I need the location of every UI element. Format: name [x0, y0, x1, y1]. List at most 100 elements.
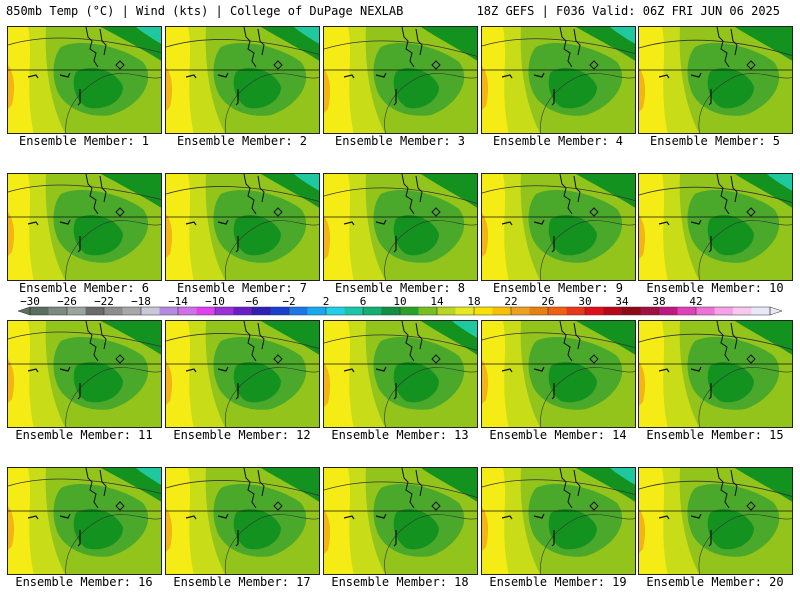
colorbar-swatch — [252, 307, 271, 315]
temperature-map — [639, 174, 792, 280]
colorbar-swatch — [363, 307, 382, 315]
colorbar-swatch — [159, 307, 179, 315]
colorbar-tick-label: 26 — [541, 296, 554, 308]
colorbar-swatch — [196, 307, 216, 315]
temperature-map — [324, 27, 477, 133]
colorbar-swatch — [289, 307, 308, 315]
colorbar-swatch — [270, 307, 290, 315]
colorbar-swatch — [104, 307, 123, 315]
ensemble-member-label: Ensemble Member: 12 — [173, 428, 311, 442]
colorbar-swatch — [400, 307, 419, 315]
temperature-map — [8, 321, 161, 427]
map-title: 850mb Temp (°C) | Wind (kts) | College o… — [6, 4, 404, 18]
colorbar-tick-label: 14 — [430, 296, 444, 308]
ensemble-member-label: Ensemble Member: 11 — [15, 428, 153, 442]
ensemble-member-label: Ensemble Member: 9 — [492, 281, 624, 295]
ensemble-member-label: Ensemble Member: 2 — [176, 134, 308, 148]
temperature-map — [324, 321, 477, 427]
ensemble-map-panel — [323, 26, 478, 134]
model-run-label: 18Z GEFS | F036 Valid: 06Z FRI JUN 06 20… — [476, 4, 780, 18]
colorbar-swatch — [640, 307, 660, 315]
colorbar-swatch — [215, 307, 234, 315]
colorbar-swatch — [178, 307, 197, 315]
colorbar-tick-label: −14 — [168, 296, 188, 308]
ensemble-map-panel — [481, 26, 636, 134]
colorbar-tick-label: 6 — [360, 296, 367, 308]
colorbar-max-arrow — [769, 306, 783, 316]
ensemble-member-label: Ensemble Member: 4 — [492, 134, 624, 148]
colorbar-min-arrow — [17, 306, 31, 316]
ensemble-member-label: Ensemble Member: 17 — [173, 575, 311, 589]
colorbar-tick-label: −2 — [282, 296, 295, 308]
ensemble-map-panel — [481, 173, 636, 281]
colorbar-swatch — [233, 307, 253, 315]
colorbar-swatch — [714, 307, 734, 315]
ensemble-member-label: Ensemble Member: 10 — [646, 281, 784, 295]
ensemble-member-label: Ensemble Member: 3 — [334, 134, 466, 148]
colorbar-swatch — [529, 307, 549, 315]
ensemble-map-panel — [481, 320, 636, 428]
colorbar-swatch — [67, 307, 86, 315]
temperature-map — [639, 321, 792, 427]
colorbar-swatch — [455, 307, 475, 315]
temperature-colorbar: −30 −26 −22 −18 −14 −10 −6 −2 2 6 10 14 18 22 26 30 34 38… — [10, 296, 790, 320]
colorbar-swatch — [85, 307, 105, 315]
colorbar-swatch — [326, 307, 345, 315]
colorbar-tick-label: 42 — [689, 296, 702, 308]
colorbar-tick-label: −6 — [245, 296, 258, 308]
ensemble-member-label: Ensemble Member: 18 — [331, 575, 469, 589]
colorbar-swatch — [677, 307, 697, 315]
ensemble-member-label: Ensemble Member: 19 — [489, 575, 627, 589]
temperature-map — [324, 468, 477, 574]
ensemble-member-label: Ensemble Member: 5 — [649, 134, 781, 148]
colorbar-tick-label: 10 — [393, 296, 406, 308]
ensemble-map-panel — [7, 26, 162, 134]
temperature-map — [166, 27, 319, 133]
ensemble-map-panel — [638, 26, 793, 134]
colorbar-swatch — [418, 307, 438, 315]
colorbar-swatch — [733, 307, 752, 315]
colorbar-swatch — [48, 307, 68, 315]
ensemble-member-label: Ensemble Member: 14 — [489, 428, 627, 442]
temperature-map — [482, 27, 635, 133]
colorbar-swatch — [30, 307, 49, 315]
ensemble-member-label: Ensemble Member: 16 — [15, 575, 153, 589]
colorbar-swatch — [511, 307, 530, 315]
colorbar-tick-label: 22 — [504, 296, 517, 308]
ensemble-map-panel — [323, 320, 478, 428]
temperature-map — [639, 27, 792, 133]
temperature-map — [639, 468, 792, 574]
colorbar-swatch — [437, 307, 456, 315]
temperature-map — [8, 468, 161, 574]
ensemble-map-panel — [7, 320, 162, 428]
ensemble-member-label: Ensemble Member: 8 — [334, 281, 466, 295]
temperature-map — [482, 468, 635, 574]
colorbar-swatch — [122, 307, 142, 315]
temperature-map — [324, 174, 477, 280]
colorbar-swatch — [696, 307, 715, 315]
ensemble-map-panel — [638, 173, 793, 281]
ensemble-member-label: Ensemble Member: 15 — [646, 428, 784, 442]
temperature-map — [482, 174, 635, 280]
temperature-map — [166, 321, 319, 427]
colorbar-swatch — [381, 307, 401, 315]
colorbar-swatch — [141, 307, 160, 315]
ensemble-map-panel — [638, 467, 793, 575]
colorbar-tick-label: −10 — [205, 296, 225, 308]
colorbar-swatch — [622, 307, 641, 315]
ensemble-map-panel — [165, 173, 320, 281]
temperature-map — [166, 468, 319, 574]
colorbar-svg: −30 −26 −22 −18 −14 −10 −6 −2 2 6 10 14 18 22 26 30 34 38… — [17, 296, 783, 316]
ensemble-map-panel — [323, 173, 478, 281]
colorbar-tick-label: 2 — [323, 296, 330, 308]
ensemble-map-panel — [323, 467, 478, 575]
colorbar-swatch — [659, 307, 678, 315]
ensemble-member-label: Ensemble Member: 7 — [176, 281, 308, 295]
colorbar-tick-label: −30 — [20, 296, 40, 308]
ensemble-map-panel — [165, 26, 320, 134]
colorbar-tick-label: 38 — [652, 296, 665, 308]
colorbar-tick-label: 34 — [615, 296, 629, 308]
colorbar-tick-label: 30 — [578, 296, 591, 308]
temperature-map — [8, 27, 161, 133]
ensemble-map-panel — [638, 320, 793, 428]
